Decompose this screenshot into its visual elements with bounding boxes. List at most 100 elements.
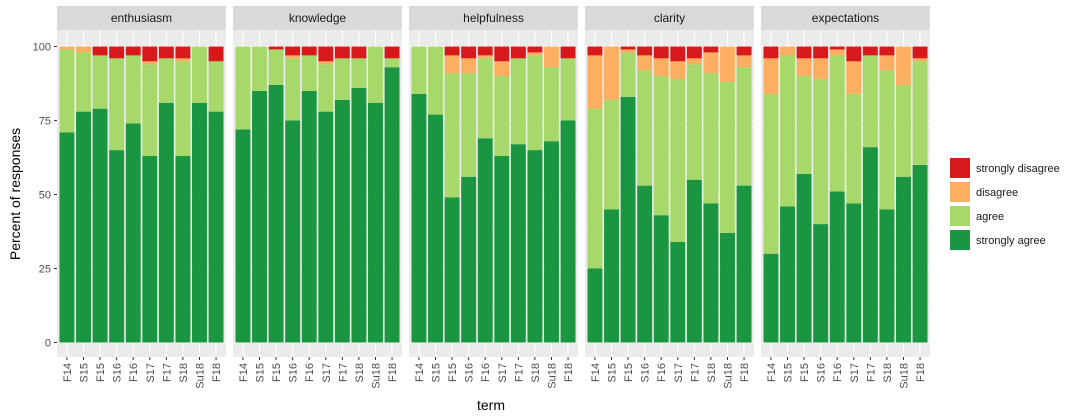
bar-segment-agree xyxy=(192,46,207,103)
bar-segment-agree xyxy=(703,73,719,204)
y-tick-label: 25 xyxy=(39,264,51,276)
bar-segment-agree xyxy=(252,46,267,91)
bar-segment-strongly-disagree xyxy=(285,46,301,56)
bar-segment-strongly-agree xyxy=(653,215,669,343)
bar-segment-disagree xyxy=(912,58,928,62)
bar-segment-strongly-agree xyxy=(670,241,686,343)
bar-segment-agree xyxy=(686,64,702,180)
y-axis: 0 25 50 75 100 xyxy=(33,42,57,350)
bar-segment-strongly-agree xyxy=(587,268,603,343)
bar-segment-strongly-agree xyxy=(736,185,752,343)
bar-segment-strongly-agree xyxy=(351,87,367,343)
bar-segment-strongly-agree xyxy=(896,176,911,343)
bar-segment-strongly-disagree xyxy=(318,46,334,62)
bar-segment-strongly-agree xyxy=(604,209,619,343)
bar-segment-agree xyxy=(736,67,752,186)
bar-segment-agree xyxy=(544,67,559,142)
y-tick-label: 75 xyxy=(39,116,51,128)
bar-segment-strongly-disagree xyxy=(477,46,493,56)
x-tick-label: F17 xyxy=(513,363,525,382)
facet-strip-label: knowledge xyxy=(289,11,347,25)
bar-segment-strongly-agree xyxy=(527,150,543,343)
legend-item-strongly-disagree: strongly disagree xyxy=(950,158,1060,178)
x-tick-label: F17 xyxy=(161,363,173,382)
bar-segment-strongly-agree xyxy=(637,185,653,343)
bar-segment-disagree xyxy=(285,55,301,59)
bar-segment-disagree xyxy=(444,55,460,74)
bar-segment-agree xyxy=(158,58,174,103)
bar-segment-agree xyxy=(109,58,125,151)
y-tick-label: 50 xyxy=(39,190,51,202)
bar-segment-agree xyxy=(368,46,383,103)
bar-segment-strongly-agree xyxy=(494,156,510,343)
bar-segment-strongly-agree xyxy=(268,84,284,343)
bar-segment-disagree xyxy=(896,46,911,85)
legend-key xyxy=(950,206,970,226)
bar-segment-strongly-agree xyxy=(318,111,334,343)
x-tick-label: S17 xyxy=(673,363,685,383)
bar-segment-strongly-agree xyxy=(720,232,735,343)
legend-item-agree: agree xyxy=(950,206,1004,226)
bar-segment-strongly-agree xyxy=(192,102,207,343)
x-tick-label: S18 xyxy=(530,363,542,383)
x-tick-label: F14 xyxy=(238,363,250,382)
bar-segment-strongly-disagree xyxy=(158,46,174,59)
bar-segment-agree xyxy=(268,49,284,85)
bar-segment-strongly-agree xyxy=(510,144,526,343)
bar-segment-disagree xyxy=(796,58,812,77)
x-tick-label: F14 xyxy=(414,363,426,382)
bar-segment-strongly-agree xyxy=(477,138,493,343)
x-tick-label: S18 xyxy=(178,363,190,383)
bar-segment-disagree xyxy=(604,46,619,100)
bar-segment-agree xyxy=(560,58,576,121)
x-tick-label: S16 xyxy=(288,363,300,383)
bar-segment-agree xyxy=(653,76,669,216)
x-tick-label: S16 xyxy=(464,363,476,383)
bar-segment-strongly-disagree xyxy=(142,46,158,62)
y-tick-label: 100 xyxy=(33,42,51,54)
bar-segment-strongly-disagree xyxy=(763,46,779,59)
x-tick-label: F15 xyxy=(799,363,811,382)
x-tick-label: S18 xyxy=(882,363,894,383)
bar-segment-disagree xyxy=(763,58,779,94)
facet-strip-label: clarity xyxy=(654,11,685,25)
bar-segment-strongly-agree xyxy=(252,90,267,343)
bar-segment-disagree xyxy=(76,46,91,53)
bar-segment-strongly-agree xyxy=(384,67,400,343)
bar-segment-disagree xyxy=(703,52,719,74)
bar-segment-strongly-agree xyxy=(142,156,158,343)
x-tick-label: F16 xyxy=(480,363,492,382)
bar-segment-strongly-disagree xyxy=(587,46,603,56)
x-tick-label: F15 xyxy=(271,363,283,382)
bar-segment-agree xyxy=(763,93,779,254)
x-axis-title: term xyxy=(477,397,505,413)
bar-segment-strongly-agree xyxy=(780,206,795,343)
bar-segment-strongly-agree xyxy=(59,132,75,343)
bar-segment-strongly-agree xyxy=(879,209,895,343)
bar-segment-strongly-disagree xyxy=(527,46,543,53)
bar-segment-strongly-disagree xyxy=(444,46,460,56)
bar-segment-strongly-agree xyxy=(301,90,317,343)
bar-segment-agree xyxy=(92,55,108,109)
bar-segment-disagree xyxy=(318,61,334,65)
x-tick-label: S17 xyxy=(145,363,157,383)
bar-segment-strongly-agree xyxy=(813,224,829,343)
facet-panels: enthusiasm F14 S15 F15 S16 F16 S17 F17 S18 Su18 F1… xyxy=(57,6,930,389)
x-tick-label: S15 xyxy=(607,363,619,383)
facet-strip xyxy=(409,6,578,30)
bar-segment-agree xyxy=(175,61,191,157)
y-axis-title: Percent of responses xyxy=(7,128,23,260)
y-tick-label: 0 xyxy=(45,338,51,350)
bar-segment-strongly-agree xyxy=(368,102,383,343)
bar-segment-strongly-disagree xyxy=(301,46,317,56)
x-tick-label: S18 xyxy=(354,363,366,383)
bar-segment-strongly-agree xyxy=(846,203,862,343)
bar-segment-agree xyxy=(351,58,367,88)
facet-panel-enthusiasm: enthusiasm F14 S15 F15 S16 F16 S17 F17 S18 Su18 F1… xyxy=(57,6,226,389)
bar-segment-strongly-agree xyxy=(912,164,928,343)
x-tick-label: Su18 xyxy=(370,363,382,389)
bar-segment-strongly-disagree xyxy=(109,46,125,59)
bar-segment-strongly-disagree xyxy=(461,46,477,59)
bar-segment-strongly-disagree xyxy=(125,46,141,56)
